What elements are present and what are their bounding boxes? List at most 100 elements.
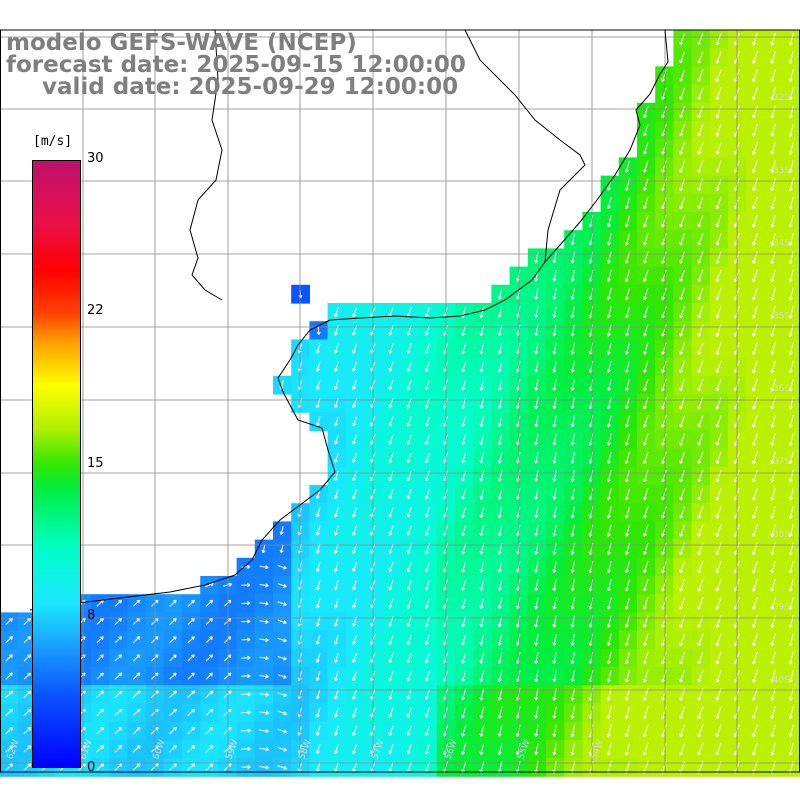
- wind-arrow: [497, 470, 503, 482]
- wind-arrow: [752, 305, 758, 319]
- wind-arrow: [661, 488, 667, 501]
- lagoon-outline: [464, 29, 586, 263]
- wind-arrow: [642, 633, 649, 647]
- wind-arrow: [315, 361, 321, 372]
- wind-arrow: [661, 142, 667, 155]
- wind-arrow: [752, 269, 758, 283]
- wind-arrow: [715, 706, 722, 719]
- wind-arrow: [679, 105, 686, 119]
- wind-arrow: [679, 451, 686, 464]
- wind-arrow: [643, 415, 649, 428]
- wind-arrow: [169, 708, 177, 717]
- wind-arrow: [552, 470, 557, 482]
- wind-arrow: [261, 544, 266, 554]
- wind-arrow: [479, 706, 485, 719]
- wind-arrow: [770, 669, 776, 683]
- wind-arrow: [624, 269, 631, 282]
- wind-arrow: [770, 560, 776, 574]
- wind-arrow: [114, 599, 122, 607]
- wind-arrow: [534, 561, 539, 573]
- wind-arrow: [23, 708, 32, 717]
- wind-arrow: [697, 706, 704, 719]
- wind-arrow: [352, 743, 358, 755]
- wind-arrow: [715, 669, 722, 683]
- wind-arrow: [624, 615, 631, 628]
- wind-arrow: [240, 746, 251, 751]
- wind-arrow: [352, 725, 358, 736]
- wind-arrow: [697, 506, 704, 519]
- wind-arrow: [606, 706, 612, 720]
- wind-arrow: [388, 652, 394, 664]
- wind-arrow: [279, 526, 284, 536]
- wind-arrow: [570, 306, 575, 319]
- wind-arrow: [223, 690, 232, 698]
- wind-arrow: [277, 746, 287, 752]
- wind-arrow: [205, 618, 213, 625]
- wind-arrow: [552, 742, 557, 756]
- wind-arrow: [315, 507, 321, 518]
- wind-arrow: [715, 597, 722, 610]
- wind-arrow: [643, 196, 649, 210]
- wind-arrow: [534, 342, 539, 355]
- wind-arrow: [333, 561, 339, 573]
- wind-arrow: [497, 488, 503, 500]
- wind-arrow: [497, 561, 503, 573]
- wind-arrow: [424, 689, 430, 700]
- wind-arrow: [624, 669, 631, 683]
- wind-arrow: [788, 305, 794, 319]
- colorbar-tick-15: 15: [87, 456, 104, 471]
- wind-arrow: [788, 342, 794, 356]
- lat-tick-label: 39S: [773, 603, 790, 613]
- wind-arrow: [461, 597, 467, 609]
- wind-arrow: [552, 397, 557, 410]
- wind-arrow: [752, 233, 758, 246]
- wind-arrow: [497, 506, 503, 519]
- wind-arrow: [534, 288, 539, 300]
- wind-arrow: [259, 728, 269, 734]
- wind-arrow: [624, 633, 631, 647]
- wind-arrow: [770, 105, 776, 119]
- wind-arrow: [570, 670, 575, 683]
- wind-arrow: [552, 324, 557, 337]
- wind-arrow: [661, 160, 667, 173]
- wind-arrow: [5, 636, 13, 644]
- wind-arrow: [497, 724, 503, 737]
- wind-arrow: [534, 433, 539, 446]
- wind-arrow: [388, 689, 394, 700]
- wind-arrow: [333, 343, 339, 354]
- wind-arrow: [752, 378, 758, 392]
- wind-arrow: [497, 397, 503, 409]
- wind-arrow: [788, 596, 794, 610]
- wind-arrow: [697, 142, 704, 155]
- wind-arrow: [661, 124, 667, 137]
- wind-arrow: [788, 87, 794, 101]
- wind-arrow: [752, 578, 758, 592]
- wind-arrow: [5, 654, 13, 662]
- wind-arrow: [752, 342, 758, 355]
- wind-arrow: [352, 653, 358, 663]
- wind-arrow: [333, 707, 339, 718]
- wind-arrow: [661, 706, 667, 719]
- wind-arrow: [788, 578, 794, 592]
- wind-arrow: [461, 343, 467, 355]
- colorbar-unit: [m/s]: [33, 134, 73, 149]
- wind-arrow: [5, 618, 13, 625]
- wind-arrow: [770, 706, 776, 720]
- wind-arrow: [752, 742, 758, 756]
- wind-arrow: [497, 706, 503, 719]
- wind-arrow: [497, 379, 503, 391]
- wind-arrow: [643, 324, 649, 337]
- wind-arrow: [23, 636, 32, 644]
- wind-arrow: [643, 342, 649, 355]
- wind-arrow: [132, 672, 141, 680]
- lat-tick-labels: 32S 33S 34S 35S 36S 37S 38S 39S 40S: [773, 93, 790, 685]
- wind-arrow: [679, 724, 686, 738]
- wind-arrow: [770, 451, 776, 465]
- wind-arrow: [259, 692, 270, 697]
- wind-arrow: [240, 728, 251, 733]
- wind-arrow: [661, 451, 667, 464]
- wind-arrow: [552, 597, 557, 610]
- wind-arrow: [715, 142, 722, 155]
- wind-arrow: [205, 763, 214, 771]
